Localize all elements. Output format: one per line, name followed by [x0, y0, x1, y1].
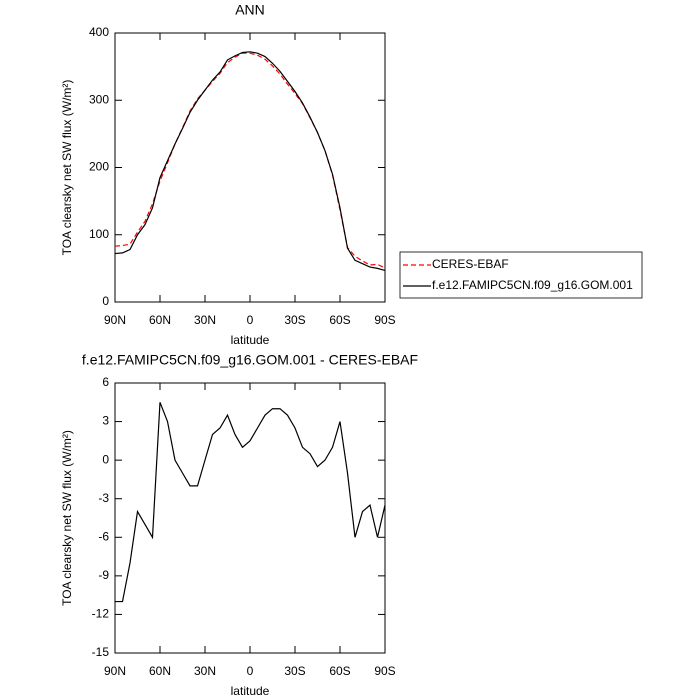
x-tick-label: 30N [194, 664, 216, 678]
x-tick-label: 90N [104, 664, 126, 678]
y-tick-label: 400 [89, 25, 109, 39]
y-tick-label: 300 [89, 92, 109, 106]
data-line [114, 52, 386, 269]
x-axis-label: latitude [231, 684, 270, 698]
y-axis-label: TOA clearsky net SW flux (W/m²) [60, 80, 74, 256]
y-tick-label: 6 [102, 375, 109, 389]
plot-frame [114, 382, 386, 654]
y-tick-label: -3 [98, 491, 109, 505]
y-tick-label: 3 [102, 414, 109, 428]
x-tick-label: 60N [149, 313, 171, 327]
plot-frame [114, 32, 386, 303]
y-tick-label: -15 [92, 645, 110, 659]
x-tick-label: 90N [104, 313, 126, 327]
y-tick-label: -6 [98, 529, 109, 543]
chart-title: f.e12.FAMIPC5CN.f09_g16.GOM.001 - CERES-… [82, 352, 418, 368]
x-tick-label: 90S [374, 313, 395, 327]
x-tick-label: 60S [329, 313, 350, 327]
x-tick-label: 60N [149, 664, 171, 678]
x-tick-label: 90S [374, 664, 395, 678]
x-tick-label: 30S [284, 664, 305, 678]
y-axis-label: TOA clearsky net SW flux (W/m²) [60, 430, 74, 606]
x-tick-label: 30N [194, 313, 216, 327]
y-tick-label: 0 [102, 452, 109, 466]
chart-title: ANN [235, 2, 265, 18]
x-tick-label: 60S [329, 664, 350, 678]
y-tick-label: 200 [89, 160, 109, 174]
legend-box [399, 251, 643, 299]
y-tick-label: -9 [98, 568, 109, 582]
x-axis-label: latitude [231, 333, 270, 347]
data-line [115, 402, 386, 603]
x-tick-label: 0 [247, 664, 254, 678]
legend-label: f.e12.FAMIPC5CN.f09_g16.GOM.001 [432, 278, 633, 292]
x-tick-label: 0 [247, 313, 254, 327]
y-tick-label: -12 [92, 607, 110, 621]
x-tick-label: 30S [284, 313, 305, 327]
data-line [114, 51, 386, 271]
y-tick-label: 0 [102, 294, 109, 308]
y-tick-label: 100 [89, 227, 109, 241]
legend-label: CERES-EBAF [432, 257, 509, 271]
